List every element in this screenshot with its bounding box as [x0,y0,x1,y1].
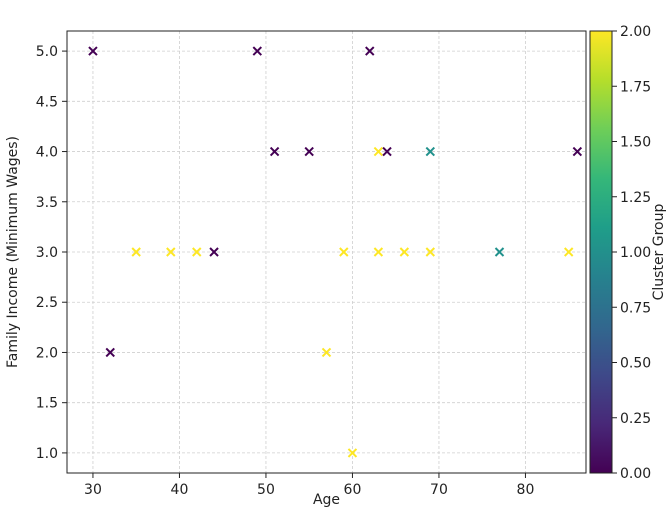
x-axis-label: Age [313,492,340,508]
data-point-x-marker [252,46,263,56]
colorbar-ticks: 0.00 0.25 0.50 0.75 1.00 1.25 1.50 1.75 2.00 [612,24,651,482]
grid-lines [67,31,586,473]
data-point-x-marker [131,247,141,257]
data-point-x-marker [572,146,583,157]
y-tick-label: 5.0 [36,44,58,60]
data-points [88,46,583,458]
data-point-x-marker [425,146,436,157]
data-point-x-marker [321,347,332,358]
data-point-x-marker [373,146,384,157]
y-tick-label: 3.0 [36,245,58,261]
colorbar-tick-label: 1.25 [620,190,651,206]
colorbar-tick-label: 1.00 [620,245,651,261]
colorbar-tick-label: 1.75 [620,79,651,95]
y-tick-label: 2.5 [36,295,58,311]
data-point-x-marker [304,146,314,157]
data-point-x-marker [399,247,410,257]
colorbar-tick-label: 0.75 [620,300,651,316]
data-point-x-marker [563,247,574,257]
colorbar-tick-label: 0.25 [620,411,651,427]
data-point-x-marker [269,146,280,157]
data-point-x-marker [425,247,436,257]
y-axis-ticks: 1.0 1.5 2.0 2.5 3.0 3.5 4.0 4.5 5.0 [36,44,67,462]
x-tick-label: 30 [84,482,102,498]
colorbar-tick-label: 2.00 [620,24,651,40]
data-point-x-marker [339,247,349,257]
y-tick-label: 1.5 [36,396,58,412]
colorbar-tick-label: 0.00 [620,466,651,482]
colorbar [589,30,613,474]
data-point-x-marker [192,247,202,257]
colorbar-label: Cluster Group [651,204,667,301]
y-axis-label: Family Income (Minimum Wages) [5,136,21,368]
data-point-x-marker [209,247,219,257]
data-point-x-marker [105,347,115,358]
data-point-x-marker [347,448,358,458]
data-point-x-marker [382,146,392,157]
x-tick-label: 50 [257,482,275,498]
data-point-x-marker [88,46,98,56]
colorbar-tick-label: 1.50 [620,135,651,151]
x-tick-label: 70 [430,482,448,498]
x-tick-label: 80 [517,482,535,498]
y-tick-label: 3.5 [36,195,58,211]
y-tick-label: 1.0 [36,446,58,462]
x-axis-ticks: 30 40 50 60 70 80 [84,473,534,498]
data-point-x-marker [494,247,505,257]
y-tick-label: 2.0 [36,345,58,361]
data-point-x-marker [365,46,375,56]
colorbar-tick-label: 0.50 [620,356,651,372]
x-tick-label: 60 [344,482,362,498]
y-tick-label: 4.0 [36,145,58,161]
data-point-x-marker [373,247,384,257]
x-tick-label: 40 [171,482,189,498]
data-point-x-marker [166,247,176,257]
y-tick-label: 4.5 [36,94,58,110]
